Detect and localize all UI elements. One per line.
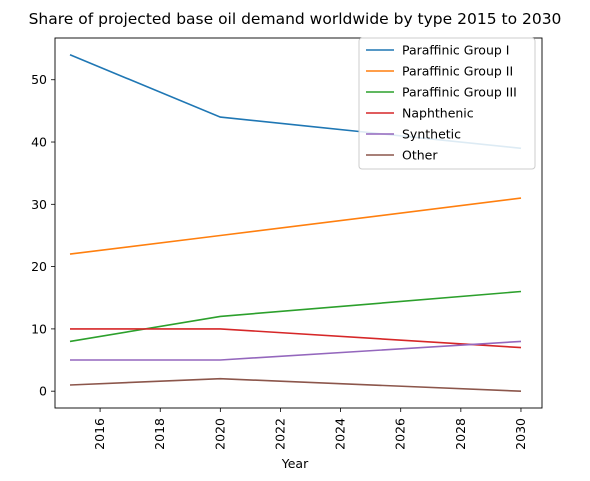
legend-label-2: Paraffinic Group III xyxy=(402,85,517,100)
x-tick-label: 2028 xyxy=(453,418,468,450)
legend-label-3: Naphthenic xyxy=(402,106,474,121)
x-axis-label: Year xyxy=(281,456,309,471)
chart-title: Share of projected base oil demand world… xyxy=(29,10,562,28)
x-tick-label: 2020 xyxy=(212,418,227,450)
x-tick-label: 2018 xyxy=(152,418,167,450)
legend-label-4: Synthetic xyxy=(402,127,461,142)
legend: Paraffinic Group I Paraffinic Group II Par… xyxy=(358,37,536,170)
series-line-5 xyxy=(69,377,522,392)
y-tick-label: 50 xyxy=(31,72,47,87)
y-tick-label: 10 xyxy=(31,321,47,336)
x-tick-label: 2026 xyxy=(393,418,408,450)
series-line-1 xyxy=(69,197,522,255)
legend-label-5: Other xyxy=(402,148,438,163)
series-line-4 xyxy=(70,340,522,361)
x-tick-label: 2024 xyxy=(333,418,348,450)
x-tick-label: 2022 xyxy=(272,418,287,450)
legend-box xyxy=(358,37,536,170)
y-axis: 0 10 20 30 40 50 xyxy=(31,72,55,399)
y-tick-label: 40 xyxy=(31,135,47,150)
x-axis: 2016 2018 2020 2022 2024 2026 2028 2030 xyxy=(92,408,528,450)
plot-frame xyxy=(54,37,543,409)
legend-label-1: Paraffinic Group II xyxy=(402,64,513,79)
legend-label-0: Paraffinic Group I xyxy=(402,43,509,58)
y-tick-label: 0 xyxy=(39,384,47,399)
x-tick-label: 2016 xyxy=(92,418,107,450)
series-line-2 xyxy=(69,290,522,343)
series-line-3 xyxy=(70,328,522,349)
y-tick-label: 30 xyxy=(31,197,47,212)
x-tick-label: 2030 xyxy=(513,418,528,450)
y-tick-label: 20 xyxy=(31,259,47,274)
